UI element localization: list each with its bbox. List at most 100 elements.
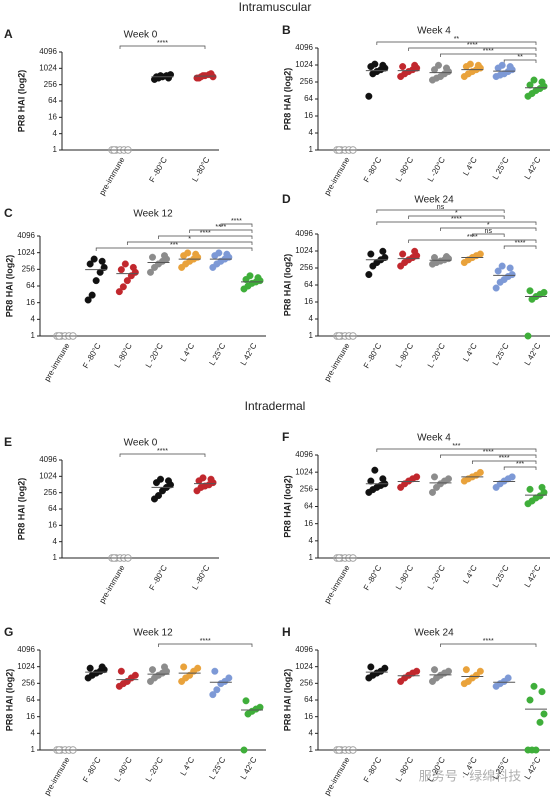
significance-label: ns bbox=[485, 228, 493, 235]
data-point bbox=[96, 268, 104, 276]
watermark: 服务号 · 绿绵科技 bbox=[419, 768, 522, 783]
y-tick-label: 1 bbox=[53, 553, 58, 562]
data-point bbox=[371, 60, 379, 68]
y-tick-label: 64 bbox=[26, 695, 35, 704]
significance-label: * bbox=[487, 222, 490, 229]
significance-label: **** bbox=[451, 216, 462, 223]
data-point bbox=[156, 475, 164, 483]
data-point bbox=[164, 477, 172, 485]
significance-bracket bbox=[376, 41, 537, 45]
significance-label: *** bbox=[170, 242, 178, 249]
significance-bracket bbox=[376, 448, 537, 452]
data-point bbox=[207, 70, 215, 78]
significance-bracket bbox=[440, 643, 537, 647]
y-tick-label: 256 bbox=[44, 488, 58, 497]
y-axis-label: PR8 HAI (log2) bbox=[282, 254, 292, 317]
panel-title: Week 24 bbox=[414, 195, 454, 206]
y-tick-label: 256 bbox=[22, 264, 36, 273]
y-tick-label: 4 bbox=[31, 728, 36, 737]
significance-label: **** bbox=[467, 42, 478, 49]
y-tick-label: 256 bbox=[44, 80, 58, 89]
y-axis-label: PR8 HAI (log2) bbox=[16, 478, 26, 541]
data-point bbox=[524, 332, 532, 340]
data-point bbox=[365, 271, 373, 279]
panel-title: Week 0 bbox=[124, 438, 158, 449]
data-point bbox=[538, 688, 546, 696]
y-tick-label: 4 bbox=[309, 728, 314, 737]
data-point bbox=[443, 64, 451, 72]
section-heading: Intramuscular bbox=[239, 0, 312, 14]
significance-bracket bbox=[408, 215, 505, 219]
data-point bbox=[160, 252, 168, 260]
data-point bbox=[164, 74, 172, 82]
data-point bbox=[532, 746, 540, 754]
y-axis-label: PR8 HAI (log2) bbox=[4, 255, 14, 318]
panel-title: Week 4 bbox=[417, 433, 451, 444]
y-tick-label: 16 bbox=[304, 111, 313, 120]
data-point bbox=[242, 697, 250, 705]
data-point bbox=[160, 663, 168, 671]
y-tick-label: 1024 bbox=[295, 662, 313, 671]
significance-label: *** bbox=[516, 461, 524, 468]
data-point bbox=[413, 473, 421, 481]
y-tick-label: 4 bbox=[309, 314, 314, 323]
panel-letter: C bbox=[4, 206, 13, 220]
data-point bbox=[494, 267, 502, 275]
significance-label: **** bbox=[215, 224, 226, 231]
y-tick-label: 64 bbox=[48, 96, 57, 105]
y-tick-label: 4 bbox=[309, 536, 314, 545]
data-point bbox=[498, 262, 506, 270]
panel-title: Week 0 bbox=[124, 30, 158, 41]
data-point bbox=[508, 271, 516, 279]
significance-bracket bbox=[376, 221, 537, 225]
section-heading: Intradermal bbox=[245, 399, 306, 413]
y-tick-label: 1024 bbox=[295, 60, 313, 69]
data-point bbox=[379, 247, 387, 255]
y-axis-label: PR8 HAI (log2) bbox=[16, 70, 26, 133]
data-point bbox=[148, 666, 156, 674]
data-point bbox=[538, 78, 546, 86]
y-tick-label: 256 bbox=[300, 77, 314, 86]
data-point bbox=[474, 61, 482, 69]
y-tick-label: 1 bbox=[31, 331, 36, 340]
data-point bbox=[121, 260, 129, 268]
data-point bbox=[148, 253, 156, 261]
y-tick-label: 1 bbox=[309, 331, 314, 340]
y-tick-label: 4096 bbox=[17, 645, 35, 654]
data-point bbox=[223, 250, 231, 258]
data-point bbox=[365, 92, 373, 100]
significance-bracket bbox=[376, 209, 505, 213]
data-point bbox=[115, 288, 123, 296]
data-point bbox=[526, 696, 534, 704]
data-point bbox=[117, 266, 125, 274]
significance-bracket bbox=[126, 241, 253, 245]
y-tick-label: 1024 bbox=[295, 467, 313, 476]
data-point bbox=[462, 666, 470, 674]
significance-bracket bbox=[440, 454, 537, 458]
data-point bbox=[399, 63, 407, 71]
y-tick-label: 1024 bbox=[17, 662, 35, 671]
data-point bbox=[411, 247, 419, 255]
data-point bbox=[526, 485, 534, 493]
data-point bbox=[246, 272, 254, 280]
data-point bbox=[146, 268, 154, 276]
data-point bbox=[184, 249, 192, 257]
data-point bbox=[86, 664, 94, 672]
data-point bbox=[131, 671, 139, 679]
data-point bbox=[466, 60, 474, 68]
y-tick-label: 64 bbox=[304, 695, 313, 704]
significance-bracket bbox=[408, 47, 537, 51]
significance-label: **** bbox=[483, 48, 494, 55]
data-point bbox=[526, 287, 534, 295]
data-point bbox=[379, 61, 387, 69]
data-point bbox=[476, 667, 484, 675]
y-tick-label: 16 bbox=[48, 520, 57, 529]
significance-label: ** bbox=[517, 54, 523, 61]
significance-bracket bbox=[158, 643, 253, 647]
significance-label: **** bbox=[467, 234, 478, 241]
data-point bbox=[508, 473, 516, 481]
y-tick-label: 1 bbox=[53, 145, 58, 154]
y-tick-label: 1 bbox=[309, 745, 314, 754]
data-point bbox=[207, 475, 215, 483]
y-tick-label: 256 bbox=[22, 678, 36, 687]
